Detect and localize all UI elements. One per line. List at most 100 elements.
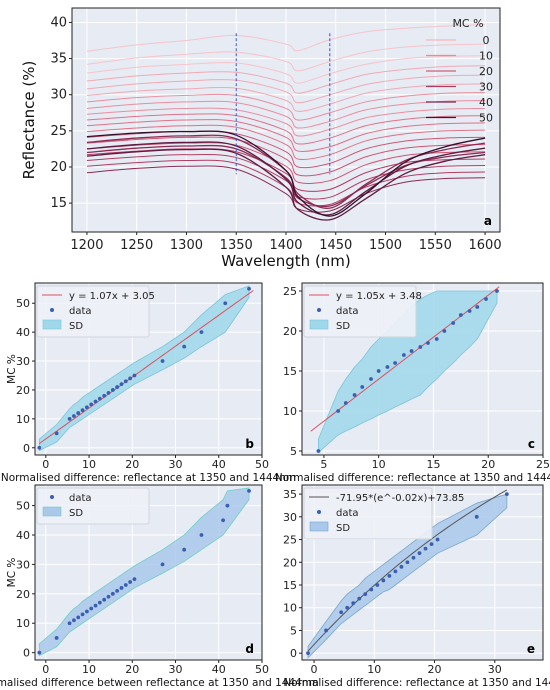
fit-line: [307, 489, 508, 652]
legend: y = 1.07x + 3.05 data SD: [36, 285, 155, 338]
y-tick-label: 20: [16, 384, 30, 397]
plot-frame: [301, 282, 544, 456]
y-tick-label: 10: [16, 413, 30, 426]
data-point: [102, 393, 107, 398]
data-point: [385, 365, 390, 369]
legend-data-swatch: [50, 495, 54, 499]
data-point: [223, 301, 228, 306]
x-tick-label: 20: [481, 458, 495, 471]
spectrum-line: [86, 141, 486, 216]
data-point: [199, 330, 204, 335]
panel-label: c: [528, 437, 535, 451]
data-point: [363, 592, 368, 596]
spectrum-line: [86, 65, 486, 94]
x-tick-label: 20: [428, 663, 442, 676]
spectrum-line: [86, 124, 486, 160]
x-tick-label: 1600: [469, 238, 502, 253]
y-tick-label: 15: [50, 196, 67, 211]
data-point: [84, 405, 89, 410]
data-point: [306, 651, 310, 656]
data-point: [423, 546, 428, 551]
data-point: [442, 329, 447, 333]
legend-label: data: [69, 493, 92, 504]
legend-box: [303, 285, 417, 338]
data-point: [343, 401, 348, 405]
x-tick-label: 0: [311, 663, 318, 676]
data-point: [247, 488, 251, 493]
x-tick-label: 10: [372, 458, 386, 471]
legend-box: [303, 487, 433, 540]
panel-a: 1200 1250 1300 1350 1400 1450 1500 1550 1600 15 20…: [20, 7, 502, 270]
y-tick-label: 20: [50, 160, 67, 175]
data-point: [221, 518, 225, 523]
spectrum-line: [86, 92, 486, 121]
legend-label: 40: [479, 96, 493, 109]
data-point: [387, 574, 392, 578]
y-tick-label: 0: [23, 647, 30, 660]
x-tick-label: 40: [212, 663, 226, 676]
spectrum-line: [86, 24, 486, 52]
x-axis-label: Normalised difference: reflectance at 13…: [1, 472, 296, 484]
x-tick-label: 1400: [269, 238, 302, 253]
spectrum-line: [86, 148, 486, 221]
data-point: [123, 583, 128, 587]
data-point: [37, 650, 42, 655]
legend-sd-swatch: [309, 521, 329, 532]
x-tick-label: 20: [125, 663, 139, 676]
spectrum-line: [86, 55, 486, 84]
data-point: [80, 612, 85, 617]
data-point: [405, 560, 410, 565]
data-point: [115, 385, 120, 389]
x-tick-label: 50: [255, 458, 269, 471]
spectrum-line: [86, 119, 486, 152]
y-tick-label: 50: [16, 500, 30, 513]
data-point: [160, 359, 165, 363]
data-point: [393, 569, 398, 574]
sd-band: [38, 487, 250, 657]
legend-label: 10: [479, 50, 493, 63]
x-tick-label: 10: [82, 663, 96, 676]
data-point: [67, 621, 72, 626]
y-tick-label: 20: [283, 556, 297, 569]
y-tick-label: 30: [16, 355, 30, 368]
data-point: [76, 411, 81, 415]
y-tick-label: 40: [50, 15, 67, 30]
x-tick-label: 0: [42, 663, 49, 676]
y-axis-label: Reflectance (%): [20, 61, 38, 180]
data-point: [93, 399, 98, 404]
data-point: [360, 385, 365, 389]
data-point: [110, 388, 115, 392]
data-point: [115, 588, 120, 593]
data-point: [417, 551, 422, 556]
data-point: [76, 615, 81, 620]
data-point: [247, 286, 251, 291]
legend-label: 50: [479, 112, 493, 125]
x-axis-label: Normalised difference: reflectance at 13…: [275, 472, 550, 484]
legend-label: 20: [479, 65, 493, 78]
data-point: [102, 597, 107, 602]
y-tick-label: 35: [50, 52, 67, 67]
x-tick-label: 10: [367, 663, 381, 676]
data-point: [132, 373, 137, 378]
data-point: [97, 600, 102, 605]
spectrum-line: [86, 130, 486, 217]
legend-label: -71.95*(e^-0.02x)+73.85: [336, 493, 464, 504]
x-tick-label: 1300: [170, 238, 203, 253]
spectrum-line: [86, 43, 486, 72]
y-tick-label: 30: [283, 511, 297, 524]
legend-sd-swatch: [309, 319, 329, 330]
legend-sd-swatch: [42, 319, 62, 330]
fit-line: [39, 290, 254, 445]
plot-frame: [34, 282, 263, 456]
data-point: [128, 580, 133, 584]
data-point: [474, 514, 479, 519]
x-tick-label: 5: [320, 458, 327, 471]
x-axis-label: Normalised difference: reflectance at 13…: [283, 677, 550, 689]
legend-box: [36, 487, 150, 525]
x-tick-label: 10: [82, 458, 96, 471]
legend-label: data: [336, 508, 359, 519]
data-point: [484, 297, 488, 301]
y-tick-label: 20: [283, 325, 297, 338]
